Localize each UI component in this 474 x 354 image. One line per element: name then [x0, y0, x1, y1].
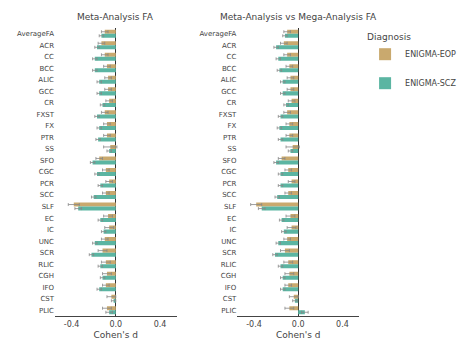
svg-text:PCR: PCR	[40, 180, 54, 188]
svg-text:AverageFA: AverageFA	[199, 30, 236, 38]
svg-text:-0.4: -0.4	[246, 320, 262, 329]
svg-text:Cohen's d: Cohen's d	[94, 330, 138, 340]
svg-text:SFO: SFO	[40, 157, 54, 165]
svg-text:FX: FX	[228, 122, 237, 130]
svg-text:ENIGMA-EOP: ENIGMA-EOP	[405, 50, 456, 59]
svg-text:UNC: UNC	[221, 238, 236, 246]
svg-text:PTR: PTR	[223, 134, 236, 142]
svg-text:GCC: GCC	[221, 88, 236, 96]
svg-text:IFO: IFO	[42, 284, 54, 292]
svg-text:CC: CC	[227, 53, 237, 61]
svg-text:SCC: SCC	[222, 191, 236, 199]
svg-text:SFO: SFO	[222, 157, 236, 165]
svg-text:CC: CC	[44, 53, 54, 61]
svg-text:EC: EC	[227, 215, 236, 223]
svg-text:RLIC: RLIC	[221, 261, 237, 269]
svg-text:IC: IC	[229, 226, 236, 234]
svg-text:BCC: BCC	[40, 65, 55, 73]
svg-text:IC: IC	[47, 226, 54, 234]
svg-text:SS: SS	[228, 145, 237, 153]
svg-text:0.4: 0.4	[336, 320, 349, 329]
svg-text:SCR: SCR	[40, 249, 54, 257]
svg-text:FXST: FXST	[219, 111, 237, 119]
svg-text:RLIC: RLIC	[38, 261, 54, 269]
svg-text:SLF: SLF	[224, 203, 236, 211]
svg-text:ALIC: ALIC	[38, 76, 54, 84]
svg-text:CR: CR	[44, 99, 54, 107]
svg-text:ACR: ACR	[40, 42, 55, 50]
svg-text:SCR: SCR	[222, 249, 236, 257]
svg-text:PLIC: PLIC	[221, 307, 236, 315]
svg-text:ACR: ACR	[222, 42, 237, 50]
svg-text:EC: EC	[45, 215, 54, 223]
svg-text:PLIC: PLIC	[39, 307, 54, 315]
svg-text:FXST: FXST	[36, 111, 54, 119]
svg-text:FX: FX	[45, 122, 54, 130]
svg-text:PTR: PTR	[41, 134, 54, 142]
svg-text:Cohen's d: Cohen's d	[276, 330, 320, 340]
svg-text:0.0: 0.0	[292, 320, 305, 329]
svg-text:ENIGMA-SCZ: ENIGMA-SCZ	[405, 79, 456, 88]
svg-text:0.4: 0.4	[154, 320, 167, 329]
svg-text:CGC: CGC	[221, 168, 236, 176]
svg-text:SLF: SLF	[42, 203, 54, 211]
svg-text:GCC: GCC	[39, 88, 54, 96]
svg-text:0.0: 0.0	[109, 320, 122, 329]
svg-text:ALIC: ALIC	[221, 76, 237, 84]
svg-text:Meta-Analysis FA: Meta-Analysis FA	[77, 12, 154, 22]
svg-text:-0.4: -0.4	[64, 320, 80, 329]
svg-text:CR: CR	[227, 99, 237, 107]
svg-text:SCC: SCC	[40, 191, 54, 199]
svg-text:BCC: BCC	[222, 65, 237, 73]
svg-text:CST: CST	[223, 295, 237, 303]
svg-text:UNC: UNC	[39, 238, 54, 246]
svg-text:AverageFA: AverageFA	[17, 30, 54, 38]
svg-text:Meta-Analysis vs Mega-Analysis: Meta-Analysis vs Mega-Analysis FA	[220, 12, 377, 22]
svg-text:SS: SS	[45, 145, 54, 153]
svg-text:CGH: CGH	[38, 272, 54, 280]
svg-text:CGH: CGH	[221, 272, 237, 280]
svg-text:Diagnosis: Diagnosis	[367, 32, 411, 42]
svg-text:PCR: PCR	[222, 180, 236, 188]
svg-text:CST: CST	[40, 295, 54, 303]
svg-text:IFO: IFO	[225, 284, 237, 292]
svg-text:CGC: CGC	[39, 168, 54, 176]
